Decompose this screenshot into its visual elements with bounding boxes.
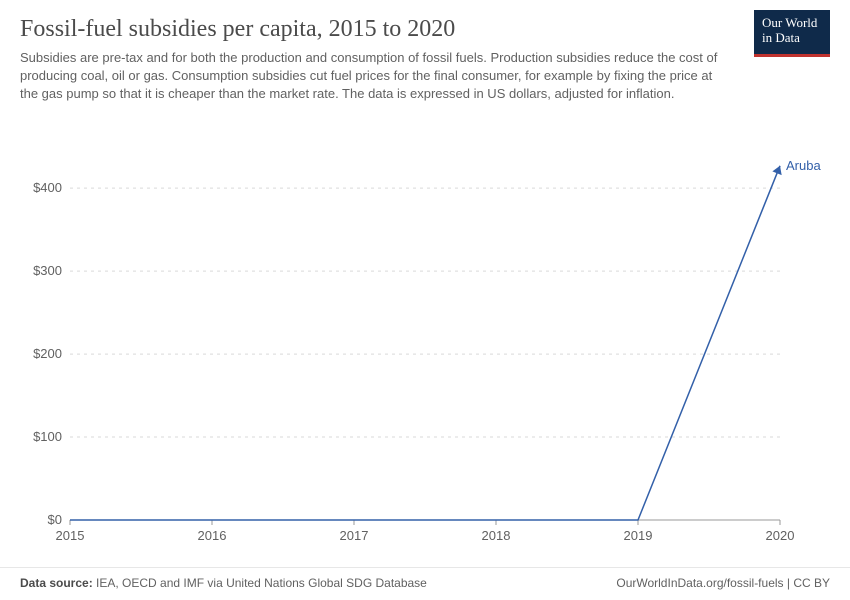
- x-tick-label: 2016: [198, 528, 227, 543]
- credit-text: OurWorldInData.org/fossil-fuels | CC BY: [616, 576, 830, 590]
- x-tick-label: 2019: [624, 528, 653, 543]
- y-tick-label: $200: [33, 346, 62, 361]
- y-tick-label: $0: [48, 512, 62, 527]
- data-source-label: Data source:: [20, 576, 93, 590]
- header: Fossil-fuel subsidies per capita, 2015 t…: [0, 0, 850, 112]
- x-tick-label: 2018: [482, 528, 511, 543]
- y-tick-label: $400: [33, 180, 62, 195]
- series-line: [70, 166, 780, 520]
- chart-area: $0 $100 $200 $300 $400 2015 2016 2017 2018 2019 20…: [20, 150, 830, 550]
- y-tick-label: $300: [33, 263, 62, 278]
- chart-title: Fossil-fuel subsidies per capita, 2015 t…: [20, 16, 830, 43]
- logo-line2: in Data: [762, 30, 800, 45]
- logo-line1: Our World: [762, 15, 817, 30]
- x-tick-label: 2015: [56, 528, 85, 543]
- line-chart: $0 $100 $200 $300 $400 2015 2016 2017 2018 2019 20…: [20, 150, 830, 550]
- data-source-text: IEA, OECD and IMF via United Nations Glo…: [96, 576, 427, 590]
- chart-subtitle: Subsidies are pre-tax and for both the p…: [20, 49, 720, 104]
- series-label: Aruba: [786, 158, 821, 173]
- y-tick-label: $100: [33, 429, 62, 444]
- footer: Data source: IEA, OECD and IMF via Unite…: [0, 567, 850, 600]
- x-tick-label: 2017: [340, 528, 369, 543]
- x-tick-label: 2020: [766, 528, 795, 543]
- data-source: Data source: IEA, OECD and IMF via Unite…: [20, 576, 427, 590]
- owid-logo: Our World in Data: [754, 10, 830, 57]
